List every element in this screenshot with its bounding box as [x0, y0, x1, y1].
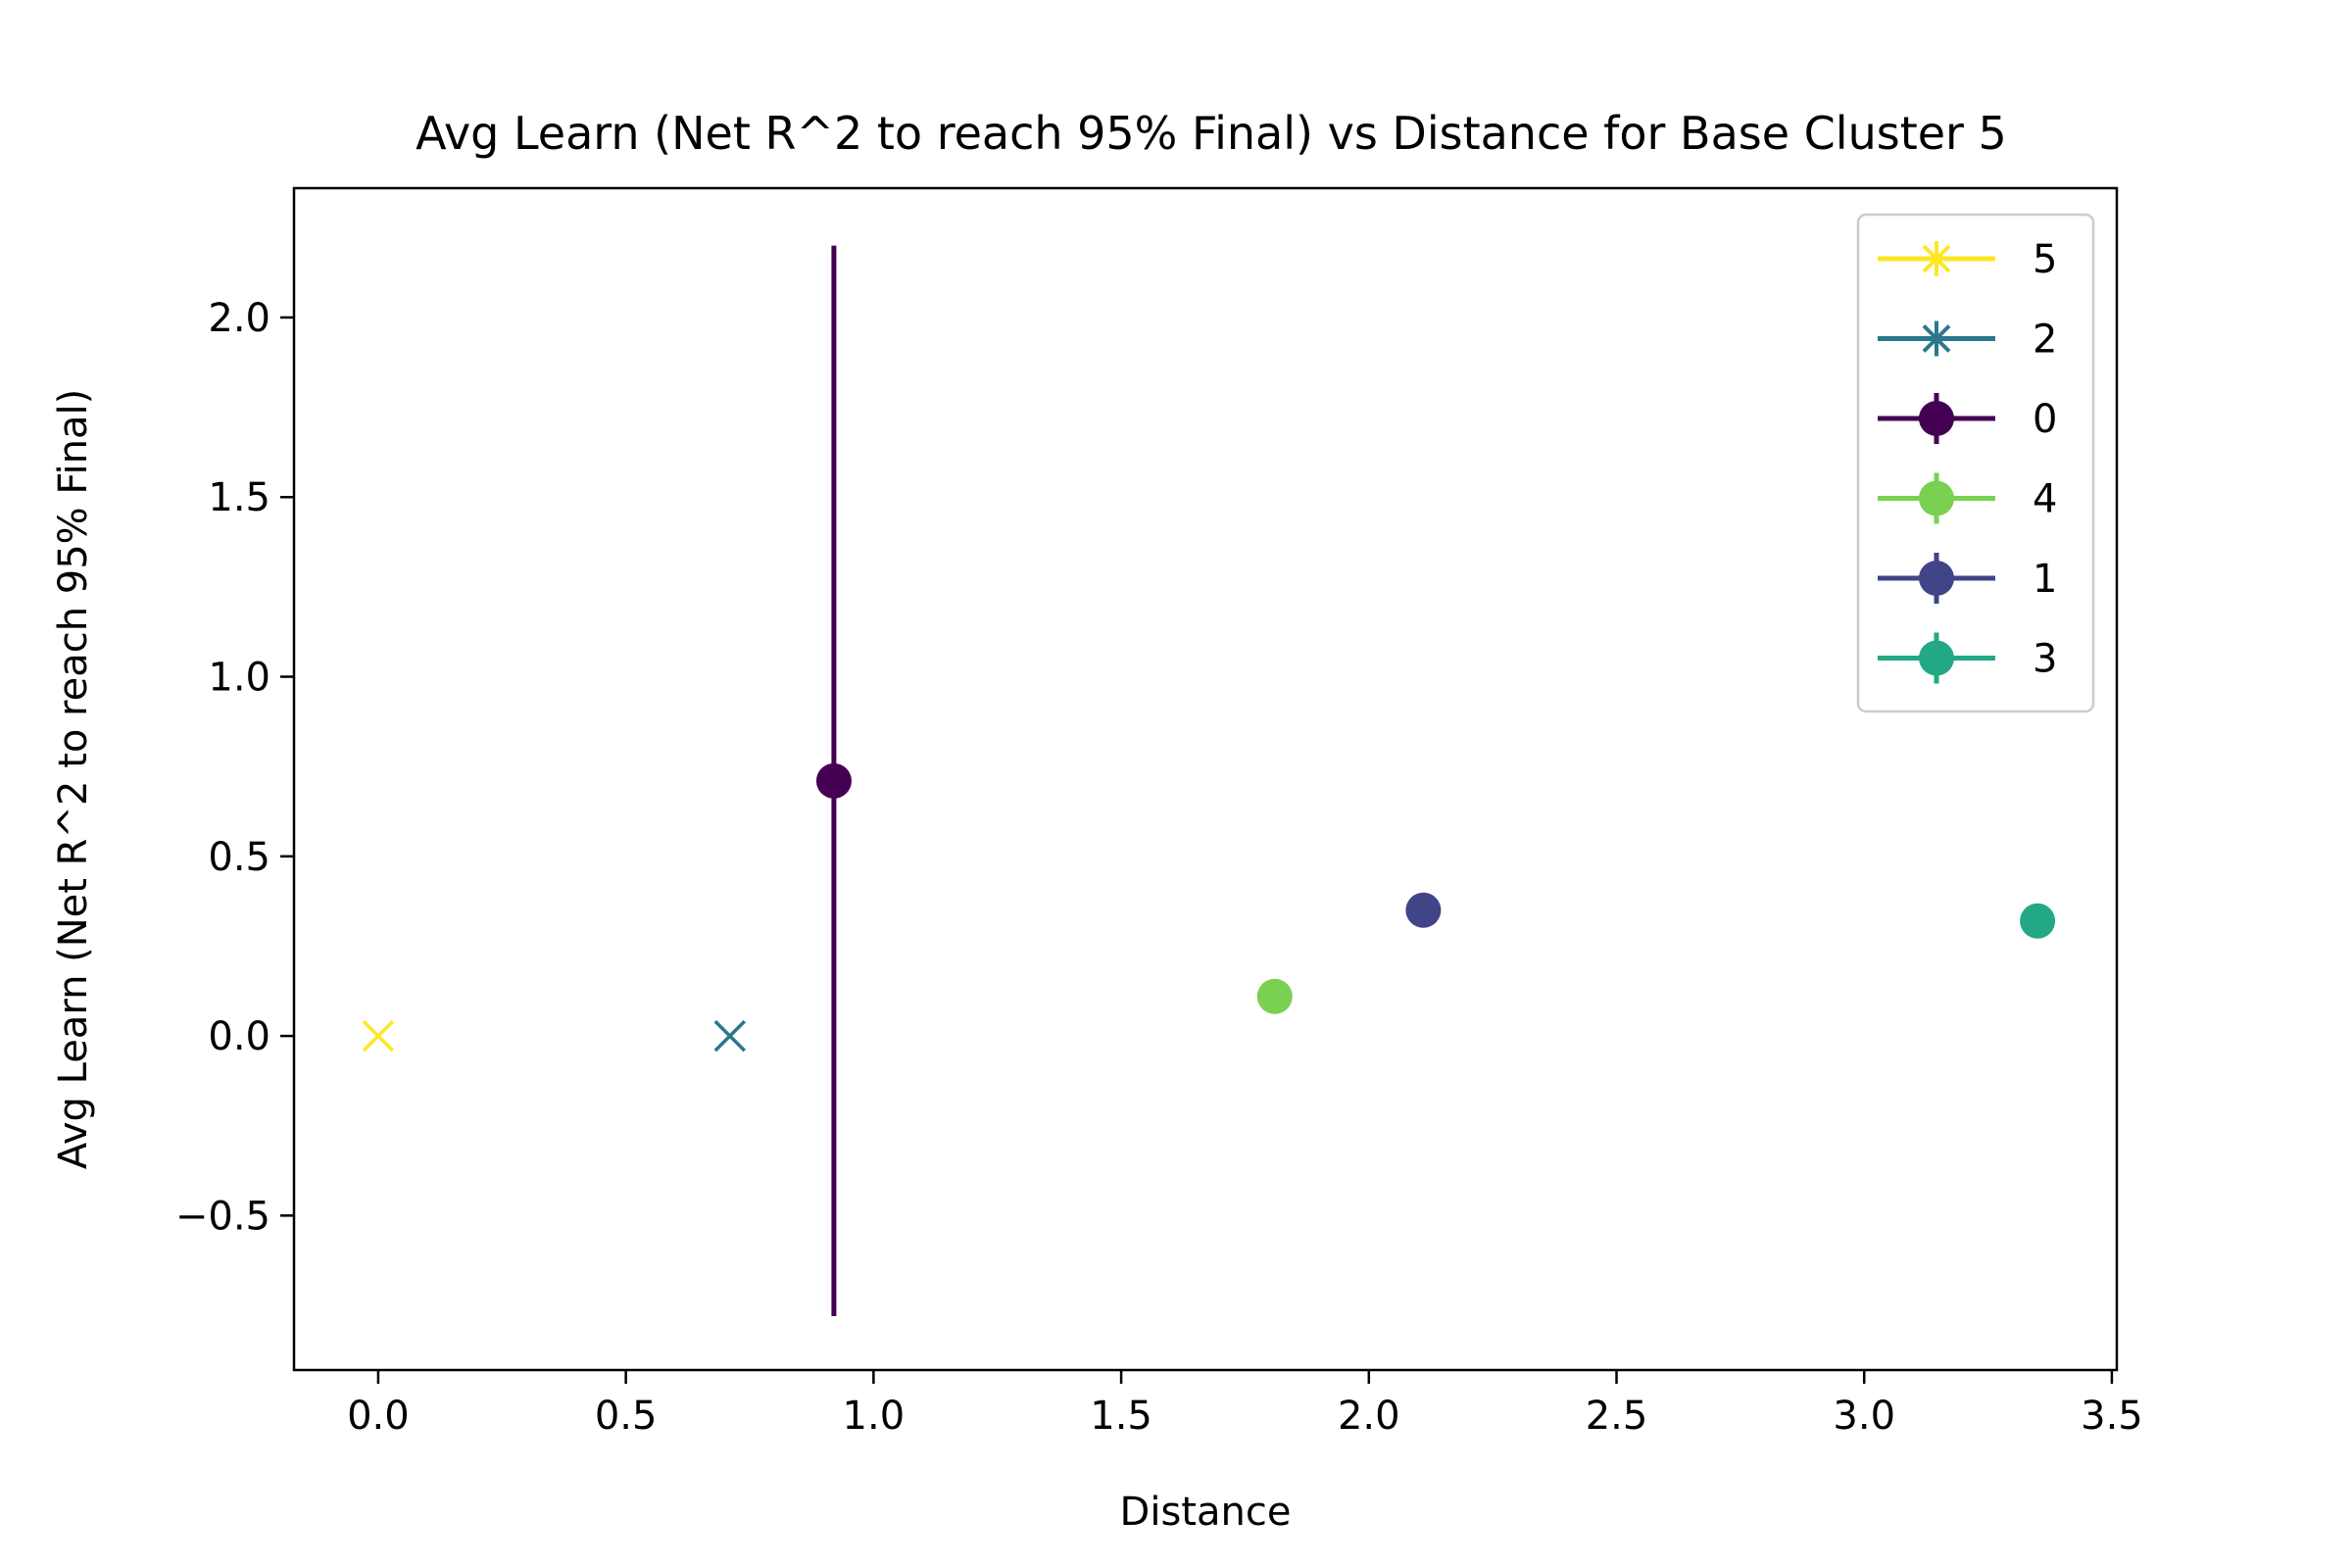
data-point-series-2 — [713, 1019, 747, 1053]
legend-marker-1 — [1919, 561, 1954, 596]
x-tick-label: 3.0 — [1833, 1394, 1895, 1439]
legend-marker-5 — [1919, 241, 1954, 276]
legend-frame — [1856, 213, 2095, 713]
y-tick-label: 1.5 — [208, 475, 270, 520]
chart-title: Avg Learn (Net R^2 to reach 95% Final) v… — [416, 107, 2007, 160]
y-axis-label: Avg Learn (Net R^2 to reach 95% Final) — [51, 389, 96, 1169]
plot-frame — [292, 186, 2119, 1372]
plot-marks — [362, 245, 2056, 1317]
x-tick-label: 1.0 — [843, 1394, 906, 1439]
legend-label-3: 3 — [2033, 637, 2057, 682]
x-tick-label: 0.5 — [595, 1394, 658, 1439]
data-point-series-0 — [815, 762, 852, 799]
data-point-series-5 — [362, 1019, 395, 1053]
legend-marker-2 — [1919, 320, 1954, 357]
y-tick-label: −0.5 — [175, 1194, 270, 1239]
legend: 5 2 0 4 1 3 — [1856, 213, 2095, 713]
legend-label-1: 1 — [2033, 557, 2057, 602]
data-point-series-1 — [1405, 892, 1442, 928]
y-tick-label: 2.0 — [208, 296, 270, 341]
x-axis: 0.0 0.5 1.0 1.5 2.0 2.5 3.0 3.5 — [347, 1370, 2143, 1439]
legend-label-0: 0 — [2033, 397, 2057, 442]
x-tick-label: 2.5 — [1586, 1394, 1648, 1439]
y-tick-label: 0.0 — [208, 1014, 270, 1059]
x-tick-label: 3.5 — [2081, 1394, 2143, 1439]
legend-marker-4 — [1919, 480, 1954, 516]
legend-label-2: 2 — [2033, 318, 2057, 363]
data-point-series-3 — [2020, 903, 2056, 939]
legend-label-5: 5 — [2033, 237, 2057, 282]
x-axis-label: Distance — [1120, 1490, 1292, 1535]
legend-label-4: 4 — [2033, 477, 2057, 522]
legend-marker-0 — [1919, 401, 1954, 436]
y-tick-label: 1.0 — [208, 656, 270, 701]
x-tick-label: 2.0 — [1338, 1394, 1400, 1439]
data-point-series-4 — [1256, 978, 1293, 1014]
legend-marker-3 — [1919, 640, 1954, 676]
y-axis: −0.5 0.0 0.5 1.0 1.5 2.0 — [175, 296, 294, 1239]
x-tick-label: 0.0 — [347, 1394, 410, 1439]
x-tick-label: 1.5 — [1090, 1394, 1152, 1439]
y-tick-label: 0.5 — [208, 835, 270, 880]
